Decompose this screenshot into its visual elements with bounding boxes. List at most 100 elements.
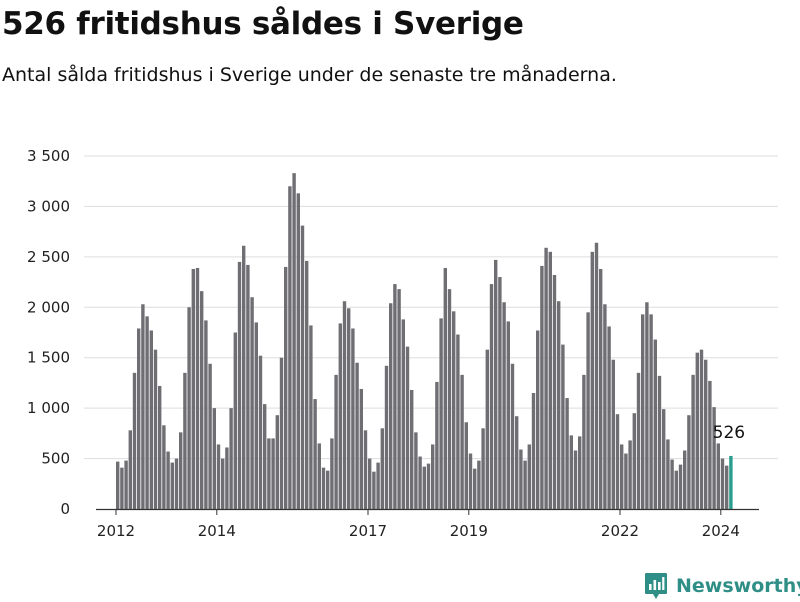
bar — [179, 432, 183, 509]
bar — [397, 289, 401, 509]
bar — [670, 459, 674, 509]
bar — [704, 359, 708, 509]
bar — [523, 460, 527, 509]
x-tick-label: 2014 — [198, 522, 236, 540]
bar — [632, 413, 636, 509]
bar — [494, 259, 498, 509]
bar — [355, 362, 359, 509]
bar — [124, 460, 128, 509]
bar — [204, 320, 208, 509]
bar — [380, 428, 384, 509]
bar — [216, 444, 221, 509]
bar — [334, 374, 338, 509]
bar — [405, 346, 410, 509]
chart-subtitle: Antal sålda fritidshus i Sverige under d… — [2, 64, 617, 86]
bar — [473, 468, 477, 509]
bar — [603, 304, 607, 509]
brand-logo: Newsworthy — [644, 570, 800, 602]
bar — [548, 251, 552, 509]
bar — [242, 245, 246, 509]
bar — [666, 439, 670, 509]
x-tick-label: 2012 — [97, 522, 135, 540]
y-tick-label: 3 500 — [27, 147, 70, 165]
bar — [506, 321, 510, 509]
bar — [687, 415, 691, 509]
bar — [284, 266, 288, 509]
bar — [552, 275, 557, 509]
bar — [561, 344, 565, 509]
bar — [389, 303, 393, 509]
bar — [657, 375, 662, 509]
bar — [229, 408, 233, 509]
bar — [225, 447, 229, 509]
bar — [237, 261, 242, 509]
bar — [708, 380, 712, 509]
bar — [296, 193, 300, 509]
bar — [662, 409, 666, 509]
bar — [460, 374, 464, 509]
bar — [116, 461, 120, 509]
bar — [628, 440, 632, 509]
bar — [258, 355, 263, 509]
bar — [418, 456, 422, 509]
y-tick-label: 0 — [60, 500, 70, 518]
bar — [263, 404, 267, 509]
bar — [279, 357, 284, 509]
bar — [309, 325, 313, 509]
bar — [536, 330, 540, 509]
bar — [439, 318, 443, 509]
bar — [141, 304, 145, 509]
y-tick-label: 2 000 — [27, 298, 70, 316]
bar — [376, 462, 380, 509]
bar — [170, 462, 174, 509]
bar — [347, 308, 351, 509]
brand-name: Newsworthy — [676, 575, 800, 597]
bar — [422, 466, 426, 509]
bars — [116, 173, 733, 510]
bar — [208, 363, 212, 509]
bar — [691, 374, 695, 509]
bar — [246, 264, 250, 509]
bar — [326, 470, 330, 509]
y-tick-label: 1 000 — [27, 399, 70, 417]
bar — [611, 359, 615, 509]
bar — [653, 339, 657, 509]
bar — [221, 458, 225, 509]
bar — [620, 444, 624, 509]
bar — [540, 265, 544, 509]
chart-title: 526 fritidshus såldes i Sverige — [2, 6, 524, 42]
bar — [515, 416, 519, 509]
y-tick-label: 500 — [41, 450, 70, 468]
bar — [674, 470, 678, 509]
bar — [292, 173, 296, 509]
bar — [313, 399, 317, 509]
bar — [720, 458, 725, 509]
bar — [158, 385, 162, 509]
bar — [477, 460, 481, 509]
x-tick-label: 2022 — [601, 522, 639, 540]
bar — [359, 388, 363, 509]
bar — [368, 458, 372, 509]
bar — [645, 302, 649, 509]
bar — [498, 277, 502, 509]
bar — [410, 389, 414, 509]
bar — [607, 326, 611, 509]
bar — [599, 268, 603, 509]
bar — [489, 284, 494, 509]
bar — [435, 381, 439, 509]
bar — [712, 407, 716, 509]
bar — [137, 328, 141, 509]
bar — [153, 349, 158, 509]
bar — [342, 301, 347, 509]
bar — [338, 323, 342, 509]
bar — [452, 311, 456, 509]
bar — [174, 458, 179, 509]
bar — [695, 352, 699, 509]
bar — [699, 349, 704, 509]
bar — [565, 398, 569, 509]
bar — [288, 186, 292, 509]
bar — [271, 438, 275, 509]
bar — [317, 443, 321, 509]
bar — [519, 449, 523, 509]
